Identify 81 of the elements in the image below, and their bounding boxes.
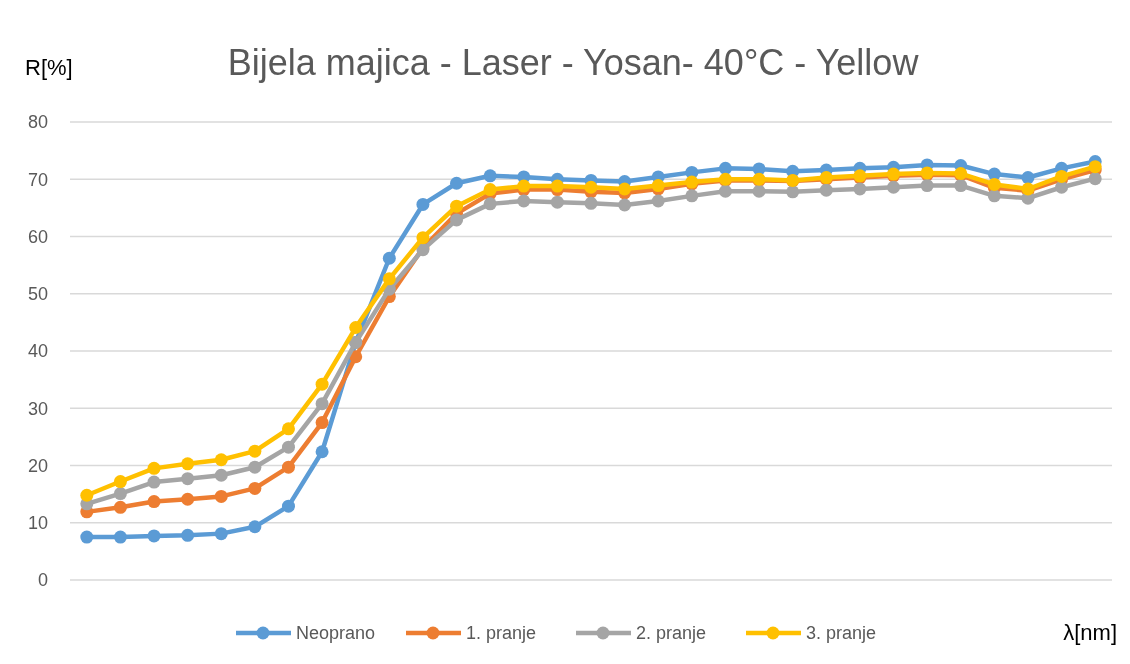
point	[887, 180, 901, 194]
point	[416, 231, 430, 245]
point	[517, 194, 531, 208]
legend-label: 3. pranje	[806, 623, 877, 644]
point	[80, 530, 94, 544]
point	[1021, 171, 1035, 185]
point	[214, 468, 228, 482]
point	[517, 179, 531, 193]
y-tick-label: 0	[37, 570, 48, 591]
point	[450, 199, 464, 213]
point	[214, 527, 228, 541]
point	[853, 182, 867, 196]
point	[987, 189, 1001, 203]
point	[819, 183, 833, 197]
point	[248, 481, 262, 495]
point	[281, 460, 295, 474]
point	[214, 489, 228, 503]
y-axis-title: R[%]	[25, 55, 73, 80]
y-tick-label: 20	[27, 455, 48, 476]
y-tick-label: 10	[27, 513, 48, 534]
point	[450, 213, 464, 227]
point	[382, 251, 396, 265]
point	[315, 377, 329, 391]
point	[954, 179, 968, 193]
point	[382, 272, 396, 286]
point	[315, 416, 329, 430]
y-tick-label: 80	[27, 112, 48, 133]
point	[181, 528, 195, 542]
point	[281, 422, 295, 436]
point	[483, 169, 497, 183]
point	[450, 176, 464, 190]
point	[483, 197, 497, 211]
point	[113, 530, 127, 544]
point	[550, 179, 564, 193]
point	[281, 440, 295, 454]
point	[113, 487, 127, 501]
point	[147, 529, 161, 543]
point	[113, 500, 127, 514]
point	[1055, 180, 1069, 194]
point	[416, 197, 430, 211]
point	[248, 520, 262, 534]
point	[618, 182, 632, 196]
legend-label: 1. pranje	[466, 623, 537, 644]
point	[248, 444, 262, 458]
y-tick-label: 60	[27, 226, 48, 247]
point	[584, 196, 598, 210]
point	[987, 177, 1001, 191]
point	[920, 179, 934, 193]
point	[181, 492, 195, 506]
legend-label: 2. pranje	[636, 623, 707, 644]
point	[786, 185, 800, 199]
point	[483, 183, 497, 197]
y-tick-label: 50	[27, 284, 48, 305]
y-tick-label: 70	[27, 169, 48, 190]
y-tick-label: 30	[27, 398, 48, 419]
point	[214, 453, 228, 467]
point	[685, 189, 699, 203]
point	[147, 475, 161, 489]
point	[651, 194, 665, 208]
x-axis-title: λ[nm]	[1063, 620, 1117, 645]
point	[181, 472, 195, 486]
point	[349, 321, 363, 335]
point	[618, 198, 632, 212]
point	[80, 488, 94, 502]
point	[1088, 172, 1102, 186]
point	[315, 445, 329, 459]
point	[584, 180, 598, 194]
point	[550, 195, 564, 209]
point	[113, 475, 127, 489]
point	[718, 161, 732, 175]
point	[181, 457, 195, 471]
chart-title: Bijela majica - Laser - Yosan- 40°C - Yellow	[227, 42, 920, 83]
legend-label: Neoprano	[296, 623, 376, 644]
point	[315, 397, 329, 411]
point	[281, 499, 295, 513]
y-tick-label: 40	[27, 341, 48, 362]
point	[718, 184, 732, 198]
point	[752, 184, 766, 198]
point	[147, 495, 161, 509]
point	[147, 461, 161, 475]
point	[248, 460, 262, 474]
